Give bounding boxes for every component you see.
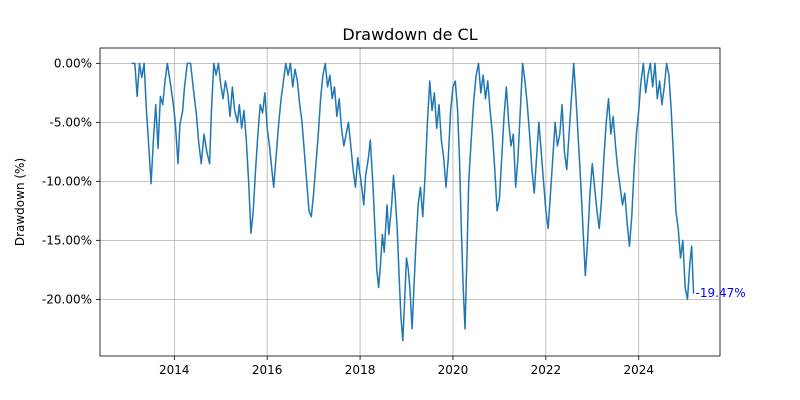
y-tick-label: -5.00% (50, 115, 92, 129)
axis-layer: 2014 2016 2018 2020 2022 2024 0.00% -5.00% -10.0… (42, 47, 721, 377)
x-tick-label: 2020 (438, 363, 469, 377)
chart-title: Drawdown de CL (342, 25, 477, 44)
plot-frame (99, 47, 721, 357)
y-axis-label: Drawdown (%) (13, 158, 27, 246)
y-tick-label: -10.00% (42, 174, 92, 188)
annotation-layer: -19.47% (696, 286, 746, 300)
y-tick-label: 0.00% (54, 56, 92, 70)
x-tick-label: 2022 (531, 363, 562, 377)
x-tick-label: 2024 (623, 363, 654, 377)
series-layer (131, 62, 695, 342)
x-tick-label: 2016 (252, 363, 283, 377)
y-tick-label: -20.00% (42, 292, 92, 306)
x-tick-label: 2014 (159, 363, 190, 377)
y-tick-label: -15.00% (42, 233, 92, 247)
drawdown-series-line (131, 62, 695, 342)
x-tick-label: 2018 (345, 363, 376, 377)
latest-drawdown-label: -19.47% (696, 286, 746, 300)
